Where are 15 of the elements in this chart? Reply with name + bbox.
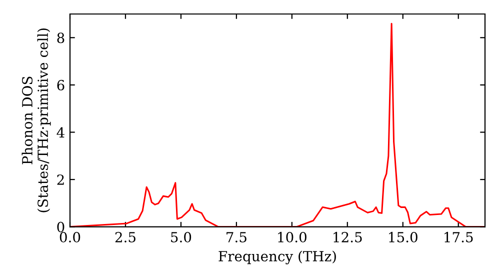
- x-axis-title: Frequency (THz): [218, 250, 336, 264]
- x-tick-label: 7.5: [226, 232, 246, 242]
- y-tick-label: 8: [57, 32, 64, 44]
- y-tick-label: 0: [57, 222, 64, 232]
- y-tick-label: 4: [56, 127, 64, 138]
- x-tick-label: 12.5: [334, 232, 362, 242]
- x-tick-label: 15.0: [389, 232, 418, 242]
- x-tick-label: 0.0: [60, 232, 80, 242]
- y-tick-label: 6: [57, 80, 64, 90]
- x-tick-label: 17.5: [444, 232, 473, 242]
- x-tick-label: 10.0: [278, 232, 306, 242]
- x-tick-label: 2.5: [115, 232, 136, 242]
- x-tick-label: 5.0: [171, 232, 192, 242]
- y-tick-label: 2: [57, 174, 64, 185]
- y-axis-title: Phonon DOS (States/THz·primitive cell): [22, 28, 51, 212]
